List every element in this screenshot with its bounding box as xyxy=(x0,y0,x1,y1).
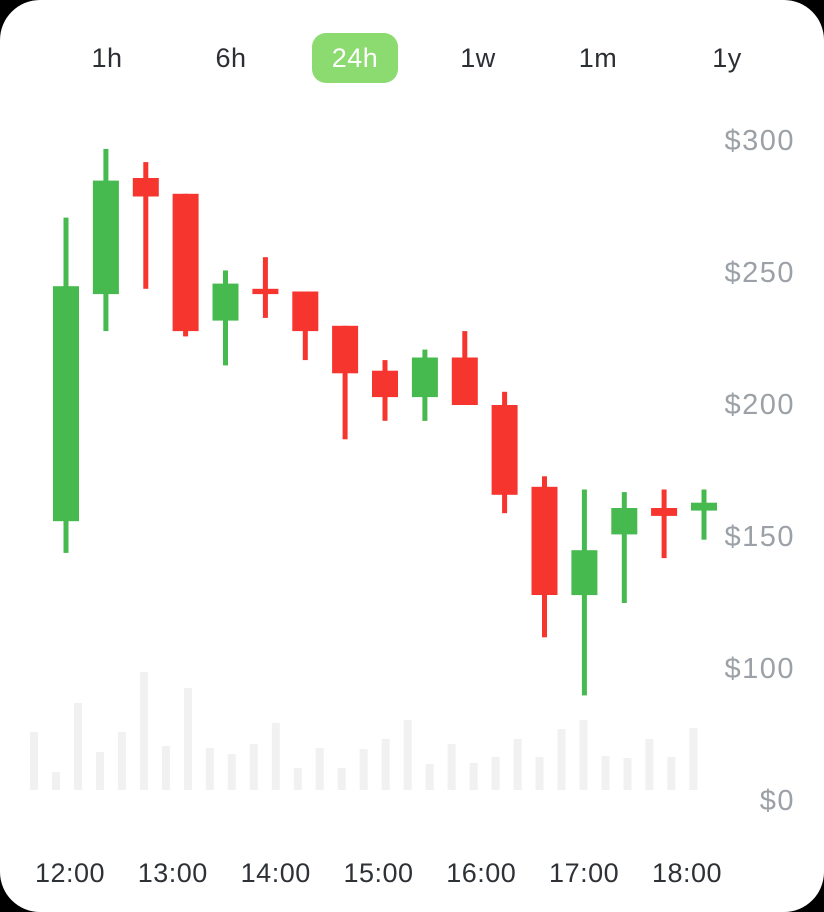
volume-bar xyxy=(667,757,676,790)
candle-body-up xyxy=(212,283,239,321)
candle-wick xyxy=(342,325,348,440)
x-axis-label: 14:00 xyxy=(241,858,311,888)
volume-bar xyxy=(403,720,412,790)
volume-bar xyxy=(139,672,148,790)
volume-bar xyxy=(689,728,698,790)
candle-wick xyxy=(661,489,667,559)
tab-1y[interactable]: 1y xyxy=(698,33,756,83)
candle-body-down xyxy=(172,193,199,332)
volume-bar xyxy=(557,729,566,790)
volume-bar xyxy=(513,739,522,790)
volume-bar xyxy=(491,757,500,790)
candle-wick xyxy=(621,492,627,603)
tab-6h[interactable]: 6h xyxy=(201,33,260,83)
y-axis-label: $150 xyxy=(724,521,795,553)
candle-body-up xyxy=(411,357,438,398)
candle-body-down xyxy=(132,178,159,197)
volume-bar xyxy=(293,768,302,790)
timeframe-tabs: 1h 6h 24h 1w 1m 1y xyxy=(0,0,824,100)
volume-bar xyxy=(183,688,192,790)
candle-body-up xyxy=(571,550,598,596)
volume-bar xyxy=(645,739,654,790)
volume-bar xyxy=(623,758,632,790)
x-axis-label: 16:00 xyxy=(446,858,516,888)
candle-body-down xyxy=(651,508,678,516)
volume-bar xyxy=(469,763,478,790)
volume-bar xyxy=(381,739,390,790)
volume-bar xyxy=(249,744,258,790)
candle-body-up xyxy=(611,508,638,535)
candle-body-down xyxy=(292,291,319,332)
volume-bar xyxy=(95,752,104,790)
volume-bar xyxy=(535,757,544,790)
candle-body-up xyxy=(691,502,717,511)
volume-bar xyxy=(601,756,610,790)
volume-bar xyxy=(117,732,126,790)
candle-wick xyxy=(262,257,268,318)
candle-wick xyxy=(701,489,707,540)
candle-body-down xyxy=(491,405,518,495)
y-axis-label: $100 xyxy=(724,653,795,685)
tab-24h[interactable]: 24h xyxy=(312,33,398,83)
x-axis-label: 17:00 xyxy=(549,858,619,888)
candle-body-up xyxy=(53,286,79,522)
candle-body-up xyxy=(92,180,119,295)
volume-bar xyxy=(359,749,368,790)
volume-bar xyxy=(52,772,60,790)
volume-bar xyxy=(74,703,82,790)
y-axis-label: $200 xyxy=(724,389,795,421)
x-axis-label: 18:00 xyxy=(652,858,722,888)
tab-1w[interactable]: 1w xyxy=(446,33,510,83)
candle-body-down xyxy=(332,325,359,374)
candle-body-down xyxy=(252,288,279,295)
volume-bar xyxy=(30,732,38,790)
volume-bar xyxy=(205,748,214,790)
volume-bar xyxy=(425,764,434,790)
tab-1h[interactable]: 1h xyxy=(77,33,136,83)
x-axis-label: 12:00 xyxy=(35,858,105,888)
volume-bar xyxy=(447,744,456,790)
volume-bar xyxy=(315,748,324,790)
x-axis-label: 13:00 xyxy=(138,858,208,888)
volume-bar xyxy=(161,746,170,790)
volume-bar xyxy=(337,768,346,790)
y-axis-label: $250 xyxy=(724,257,795,289)
y-axis-label: $300 xyxy=(724,125,795,157)
candle-body-down xyxy=(531,486,558,595)
volume-bar xyxy=(227,754,236,790)
x-axis-label: 15:00 xyxy=(343,858,413,888)
volume-bar xyxy=(271,723,280,790)
volume-bar xyxy=(579,720,588,790)
candle-wick xyxy=(143,162,149,289)
candle-body-down xyxy=(451,357,478,405)
tab-1m[interactable]: 1m xyxy=(565,33,632,83)
y-axis-label: $0 xyxy=(760,785,795,817)
candle-body-down xyxy=(372,370,398,398)
